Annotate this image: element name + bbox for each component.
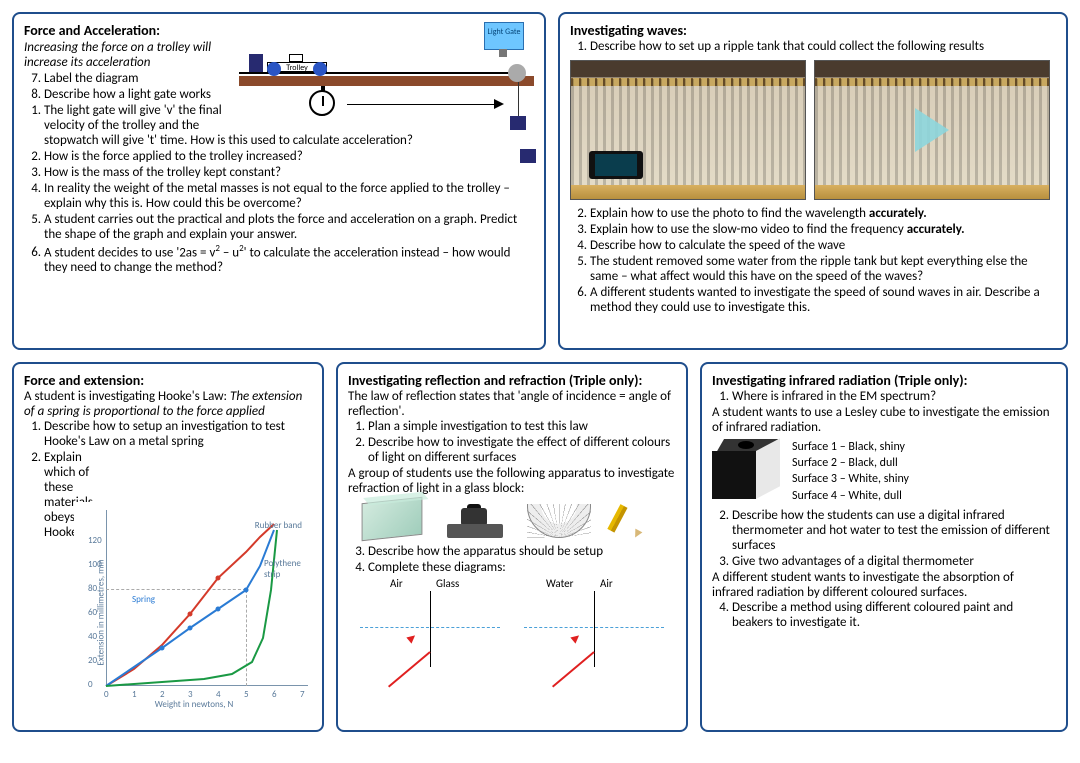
series-polythene — [106, 530, 277, 686]
intro-text: Increasing the force on a trolley will i… — [24, 40, 234, 70]
panel-infrared-radiation: Investigating infrared radiation (Triple… — [700, 362, 1068, 732]
surface-2: Surface 2 – Black, dull — [792, 455, 909, 471]
ray-diagrams: Air Glass Water Air — [348, 577, 676, 667]
panel-force-extension: Force and extension: A student is invest… — [12, 362, 324, 732]
trolley-diagram: Light Gate Trolley — [239, 22, 534, 130]
question-4: Describe how to calculate the speed of t… — [590, 238, 1056, 253]
hanging-mass-icon — [520, 149, 536, 163]
intro-text: The law of reflection states that 'angle… — [348, 389, 676, 419]
surface-3: Surface 3 – White, shiny — [792, 471, 909, 487]
wheel-icon — [267, 62, 281, 76]
x-axis-label: Weight in newtons, N — [155, 699, 234, 710]
panel-investigating-waves: Investigating waves: Describe how to set… — [558, 12, 1068, 350]
ripple-photo-video — [814, 60, 1050, 200]
arrow-head-icon — [494, 99, 504, 109]
panel-title: Investigating infrared radiation (Triple… — [712, 372, 1056, 389]
series-spring — [106, 530, 274, 686]
legend-spring: Spring — [132, 594, 155, 605]
series-rubber-band — [106, 524, 274, 686]
intro-text: A student wants to use a Lesley cube to … — [712, 405, 1056, 435]
question-6: A different students wanted to investiga… — [590, 285, 1056, 315]
y-axis-label: Extension in millimetres, mm — [96, 559, 107, 665]
panel-title: Investigating reflection and refraction … — [348, 372, 676, 389]
stopwatch-icon — [309, 90, 335, 116]
question-1: Plan a simple investigation to test this… — [368, 419, 676, 434]
mid-text: A group of students use the following ap… — [348, 466, 676, 496]
question-1: Describe how to setup an investigation t… — [44, 419, 312, 449]
leslie-cube-icon — [712, 439, 782, 503]
surface-1: Surface 1 – Black, shiny — [792, 439, 909, 455]
trolley-mass-icon — [249, 54, 263, 72]
question-3: Explain how to use the slow-mo video to … — [590, 222, 1056, 237]
string — [518, 82, 519, 118]
glass-block-icon — [361, 497, 422, 541]
question-2: Describe how to investigate the effect o… — [368, 435, 676, 465]
question-1: Describe how to set up a ripple tank tha… — [590, 39, 1056, 54]
legend-rubber: Rubber band — [255, 520, 302, 531]
panel-reflection-refraction: Investigating reflection and refraction … — [336, 362, 688, 732]
legend-poly: Polythene strip — [264, 558, 308, 580]
row-1: Light Gate Trolley Force and Acceleratio… — [12, 12, 1068, 350]
panel-force-acceleration: Light Gate Trolley Force and Acceleratio… — [12, 12, 546, 350]
ray-diagram-water-air: Water Air — [524, 577, 664, 667]
ripple-tank-photos — [570, 60, 1056, 200]
ray-box-icon — [447, 504, 503, 538]
ray-diagram-air-glass: Air Glass — [360, 577, 500, 667]
question-1: Where is infrared in the EM spectrum? — [732, 389, 1056, 404]
question-5: A student carries out the practical and … — [44, 212, 534, 242]
question-4: Complete these diagrams: — [368, 560, 676, 575]
play-icon — [915, 108, 949, 152]
question-4: In reality the weight of the metal masse… — [44, 181, 534, 211]
wheel-icon — [313, 62, 327, 76]
pulley-icon — [508, 64, 526, 82]
question-2: Explain how to use the photo to find the… — [590, 206, 1056, 221]
ripple-photo-still — [570, 60, 806, 200]
question-3: Give two advantages of a digital thermom… — [732, 554, 1056, 569]
bench — [239, 76, 534, 86]
panel-title: Investigating waves: — [570, 22, 1056, 39]
question-8: Describe how a light gate works — [44, 87, 234, 102]
question-2: Describe how the students can use a digi… — [732, 508, 1056, 553]
surface-4: Surface 4 – White, dull — [792, 488, 909, 504]
arrow-line — [347, 104, 497, 105]
question-3: How is the mass of the trolley kept cons… — [44, 165, 534, 180]
intro-text: A student is investigating Hooke's Law: … — [24, 389, 312, 419]
pencil-icon — [614, 502, 664, 538]
light-gate-post — [499, 49, 507, 57]
question-4: Describe a method using different colour… — [732, 600, 1056, 630]
surface-list: Surface 1 – Black, shiny Surface 2 – Bla… — [792, 439, 909, 504]
question-6: A student decides to use '2as = v2 – u2'… — [44, 243, 534, 275]
question-3: Describe how the apparatus should be set… — [368, 544, 676, 559]
light-gate-icon: Light Gate — [484, 22, 524, 50]
row-2: Force and extension: A student is invest… — [12, 362, 1068, 732]
question-2: How is the force applied to the trolley … — [44, 149, 534, 164]
phone-icon — [589, 151, 643, 179]
hookes-law-chart: Extension in millimetres, mm Weight in n… — [74, 502, 314, 712]
protractor-icon — [527, 504, 591, 538]
panel-title: Force and extension: — [24, 372, 312, 389]
apparatus-icons — [348, 500, 676, 538]
question-5: The student removed some water from the … — [590, 254, 1056, 284]
mid-text: A different student wants to investigate… — [712, 570, 1056, 600]
hanging-mass-icon — [510, 116, 526, 130]
